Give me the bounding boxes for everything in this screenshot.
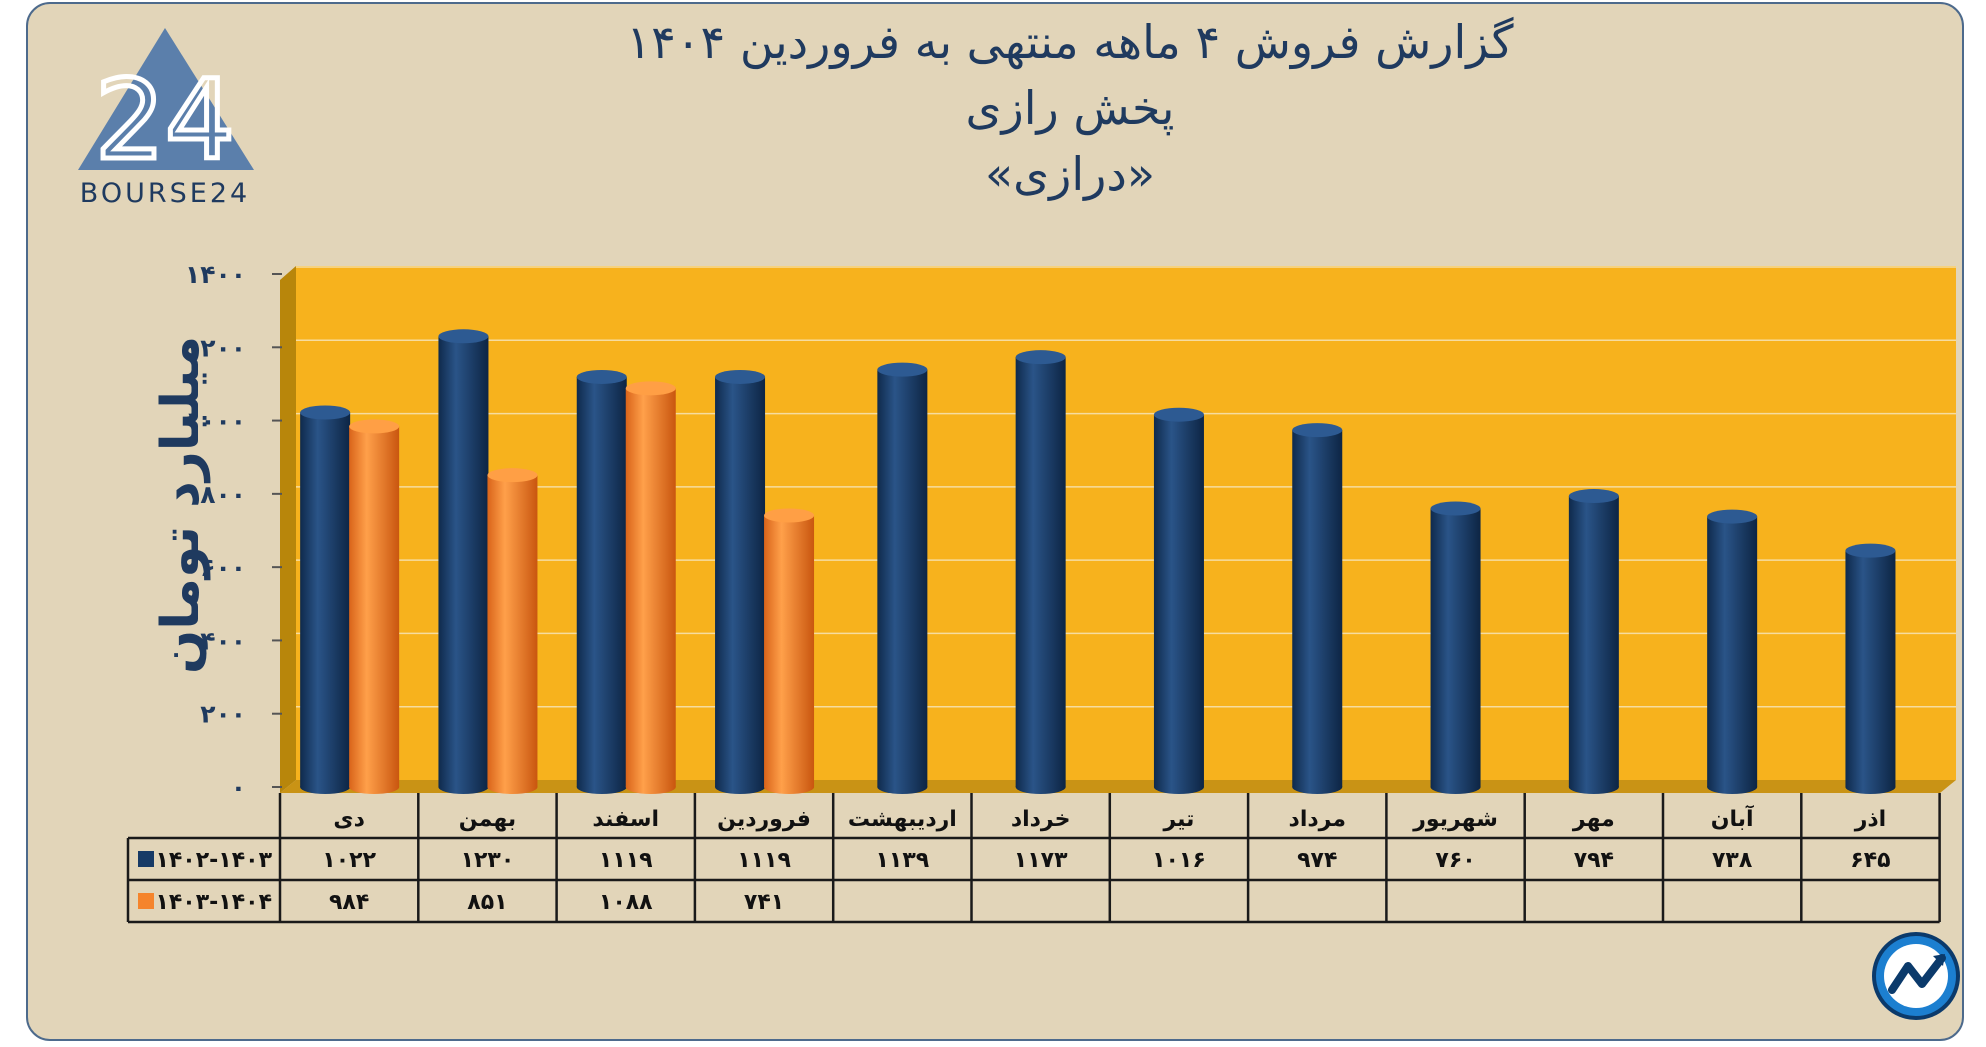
y-axis-ticks: ۰ ۲۰۰ ۴۰۰ ۶۰۰ ۸۰۰ ۱۰۰۰ ۱۲۰۰ ۱۴۰۰: [185, 260, 282, 802]
data-label: ۱۰۲۲: [322, 848, 376, 873]
data-label: ۱۰۱۶: [1152, 848, 1206, 873]
data-label: ۷۴۱: [744, 890, 784, 915]
category-label: اسفند: [592, 807, 659, 832]
legend-series-name: ۱۴۰۳-۱۴۰۴: [155, 890, 272, 915]
bar-series-1: [1292, 423, 1343, 794]
bar-series-1: [1707, 509, 1758, 794]
trend-emblem-icon: [1872, 932, 1960, 1020]
category-label: بهمن: [459, 807, 516, 832]
bar-series-2: [349, 419, 400, 794]
data-label: ۱۲۳۰: [461, 848, 515, 873]
bar-series-1: [1153, 407, 1204, 794]
data-label: ۷۳۸: [1712, 848, 1753, 873]
bar-series-1: [1015, 350, 1066, 794]
category-label: مهر: [1572, 807, 1615, 832]
logo-mark: 24: [95, 56, 235, 184]
bar-series-1: [300, 405, 351, 794]
category-label: اذر: [1854, 807, 1887, 832]
category-label: مرداد: [1289, 807, 1346, 832]
bar-series-1: [1845, 543, 1896, 794]
bars: [300, 329, 1896, 794]
category-label: فروردین: [717, 807, 811, 832]
plot-background: [296, 266, 1956, 780]
legend-swatch: [138, 893, 154, 909]
bar-series-2: [487, 468, 538, 794]
legend-series-name: ۱۴۰۲-۱۴۰۳: [155, 848, 272, 873]
bar-series-1: [438, 329, 489, 794]
data-label: ۶۴۵: [1850, 848, 1890, 873]
bar-series-2: [625, 381, 676, 794]
y-tick-label: ۱۲۰۰: [185, 333, 246, 362]
plot-floor: [280, 780, 1956, 793]
plot-area: [280, 266, 1956, 793]
bar-series-1: [1430, 501, 1481, 794]
data-label: ۸۵۱: [467, 890, 507, 915]
title-line-2: پخش رازی: [966, 81, 1175, 136]
category-label: خرداد: [1011, 807, 1071, 832]
data-label: ۹۷۴: [1297, 848, 1337, 873]
data-label: ۱۰۸۸: [599, 890, 653, 915]
y-tick-label: ۰: [231, 773, 246, 802]
category-label: دی: [333, 807, 364, 832]
data-label: ۱۱۳۹: [875, 848, 929, 873]
data-label: ۱۱۷۳: [1014, 848, 1068, 873]
legend-swatch: [138, 851, 154, 867]
logo-triangle: [78, 28, 254, 170]
bar-series-1: [877, 362, 928, 794]
bar-series-2: [764, 508, 815, 794]
category-label: تیر: [1162, 807, 1194, 832]
data-table: دی بهمن اسفند فروردین اردیبهشت خرداد تیر مرداد ش…: [126, 793, 1941, 924]
y-tick-label: ۲۰۰: [200, 700, 246, 729]
grid-lines: [296, 266, 1956, 708]
data-label: ۱۱۱۹: [737, 848, 791, 873]
logo-brand: BOURSE24: [80, 178, 250, 209]
bar-series-1: [576, 369, 627, 794]
bar-series-1: [715, 369, 766, 794]
y-axis-label: میلیارد تومان: [151, 336, 211, 674]
y-tick-label: ۱۰۰۰: [185, 407, 246, 436]
data-label: ۷۶۰: [1435, 848, 1475, 873]
category-label: شهریور: [1412, 807, 1498, 832]
data-label: ۹۸۴: [329, 890, 369, 915]
title-line-1: گزارش فروش ۴ ماهه منتهی به فروردین ۱۴۰۴: [626, 15, 1513, 70]
data-label: ۷۹۴: [1574, 848, 1614, 873]
y-tick-label: ۴۰۰: [200, 626, 246, 655]
bar-series-1: [1568, 489, 1619, 794]
category-label: آبان: [1711, 804, 1754, 832]
plot-side-wall: [280, 266, 296, 793]
bourse24-logo: 24 BOURSE24: [78, 28, 254, 209]
title-line-3: «درازی»: [985, 147, 1155, 201]
data-label: ۱۱۱۹: [599, 848, 653, 873]
y-tick-label: ۱۴۰۰: [185, 260, 246, 289]
y-tick-label: ۶۰۰: [200, 553, 246, 582]
category-label: اردیبهشت: [848, 807, 957, 832]
y-tick-label: ۸۰۰: [200, 480, 246, 509]
